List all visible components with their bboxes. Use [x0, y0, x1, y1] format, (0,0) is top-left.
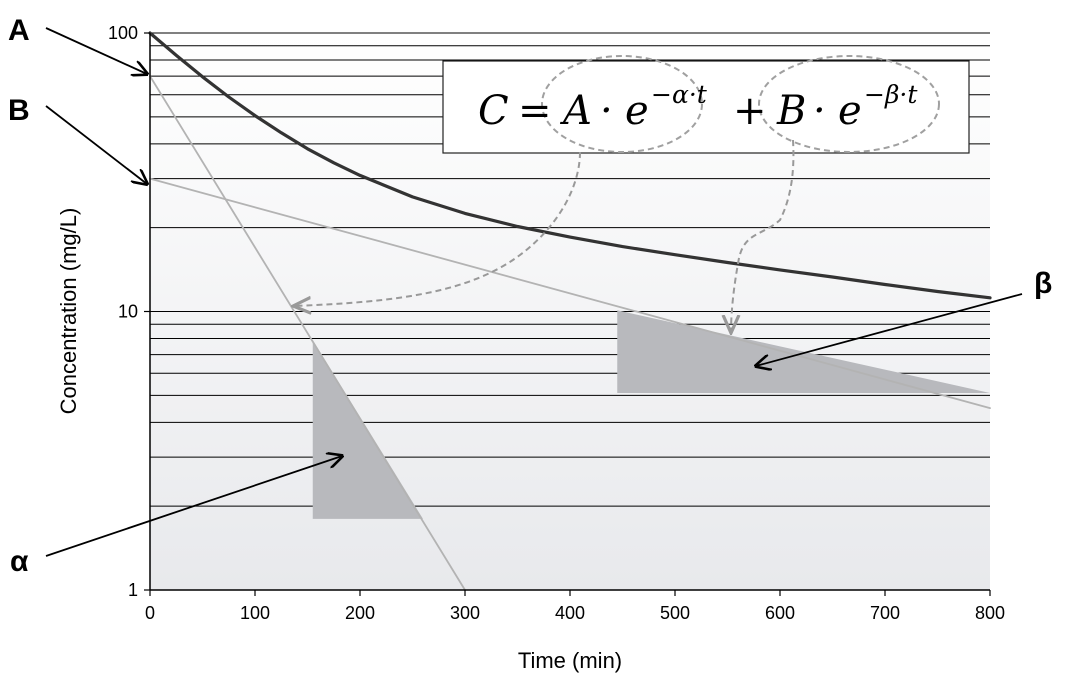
y-tick-label: 10: [118, 302, 138, 322]
eq-dot-a: ·: [600, 88, 613, 134]
total-line: [148, 31, 992, 300]
x-tick-label: 200: [345, 603, 375, 623]
ticks: [144, 32, 991, 596]
eq-e-b: e: [838, 88, 862, 134]
x-axis-title: Time (min): [518, 648, 622, 673]
label-b-arrow: [45, 105, 147, 184]
eq-term-b-coef: B: [776, 88, 806, 134]
eq-e-a: e: [625, 88, 649, 134]
eq-plus: +: [733, 88, 767, 134]
alpha-phase-line: [149, 75, 466, 591]
eq-equals: =: [518, 88, 552, 134]
term-b-ellipse: [758, 55, 940, 153]
label-a: A: [8, 14, 30, 47]
x-tick-label: 800: [975, 603, 1005, 623]
x-tick-label: 700: [870, 603, 900, 623]
tick-labels: 0 100 200 300 400 500 600 700 800 1 10 100: [108, 23, 1005, 623]
term-a-ellipse: [541, 55, 703, 153]
y-tick-label: 1: [128, 580, 138, 600]
x-tick-label: 600: [765, 603, 795, 623]
alpha-term-pointer: [293, 151, 581, 306]
beta-term-pointer: [731, 139, 795, 333]
eq-exp-beta: −β·t: [864, 80, 918, 109]
alpha-slope-triangle: [312, 340, 423, 519]
label-beta-arrow: [756, 293, 1023, 366]
eq-dot-b: ·: [813, 88, 826, 134]
label-a-arrow: [45, 27, 147, 74]
x-tick-label: 400: [555, 603, 585, 623]
y-axis-title: Concentration (mg/L): [56, 208, 81, 415]
x-tick-label: 300: [450, 603, 480, 623]
x-tick-label: 100: [240, 603, 270, 623]
x-tick-label: 500: [660, 603, 690, 623]
y-tick-label: 100: [108, 23, 138, 43]
eq-lhs: C: [478, 88, 509, 134]
x-tick-label: 0: [145, 603, 155, 623]
beta-phase-line: [149, 177, 991, 409]
eq-exp-alpha: −α·t: [651, 80, 708, 109]
label-alpha: α: [10, 545, 29, 578]
series-lines: [148, 31, 992, 591]
equation-box: [442, 60, 970, 154]
label-beta: β: [1034, 267, 1052, 300]
label-alpha-arrow: [45, 456, 342, 557]
label-b: B: [8, 94, 30, 127]
eq-term-a-coef: A: [559, 88, 592, 134]
